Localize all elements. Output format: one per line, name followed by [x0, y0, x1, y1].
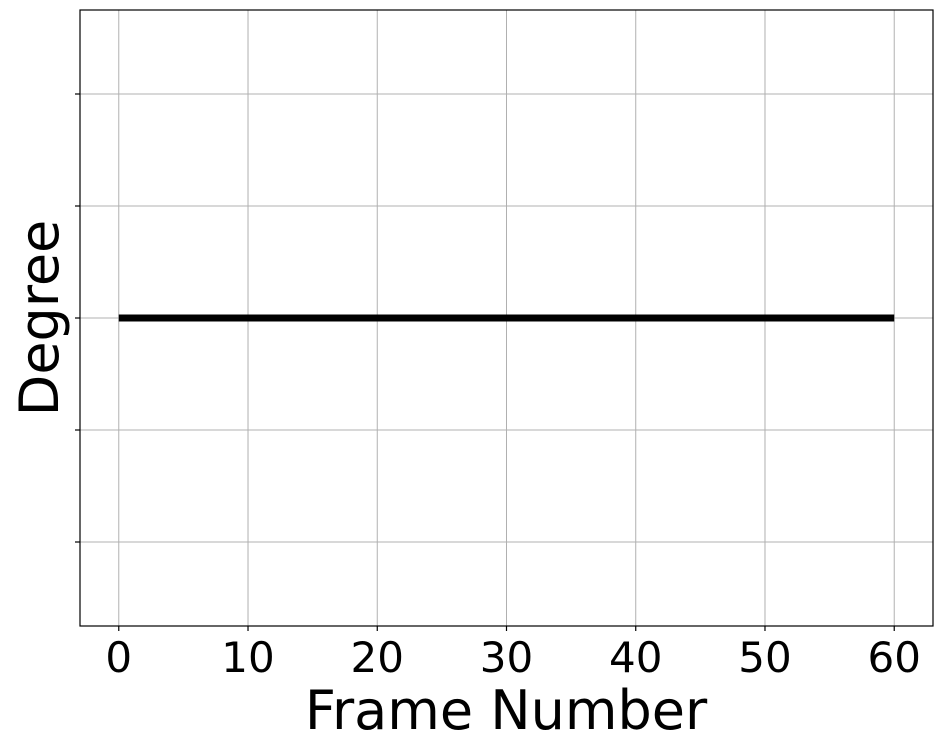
x-tick-label: 20	[351, 633, 404, 682]
x-tick-label: 40	[609, 633, 662, 682]
x-tick-label: 50	[738, 633, 791, 682]
x-tick-label: 10	[221, 633, 274, 682]
x-tick-label: 0	[105, 633, 132, 682]
ticks: 0 10 20 30 40 50 60	[75, 93, 921, 682]
x-tick-label: 60	[868, 633, 921, 682]
y-axis-label: Degree	[8, 220, 71, 417]
x-tick-label: 30	[480, 633, 533, 682]
x-axis-label: Frame Number	[305, 679, 708, 742]
